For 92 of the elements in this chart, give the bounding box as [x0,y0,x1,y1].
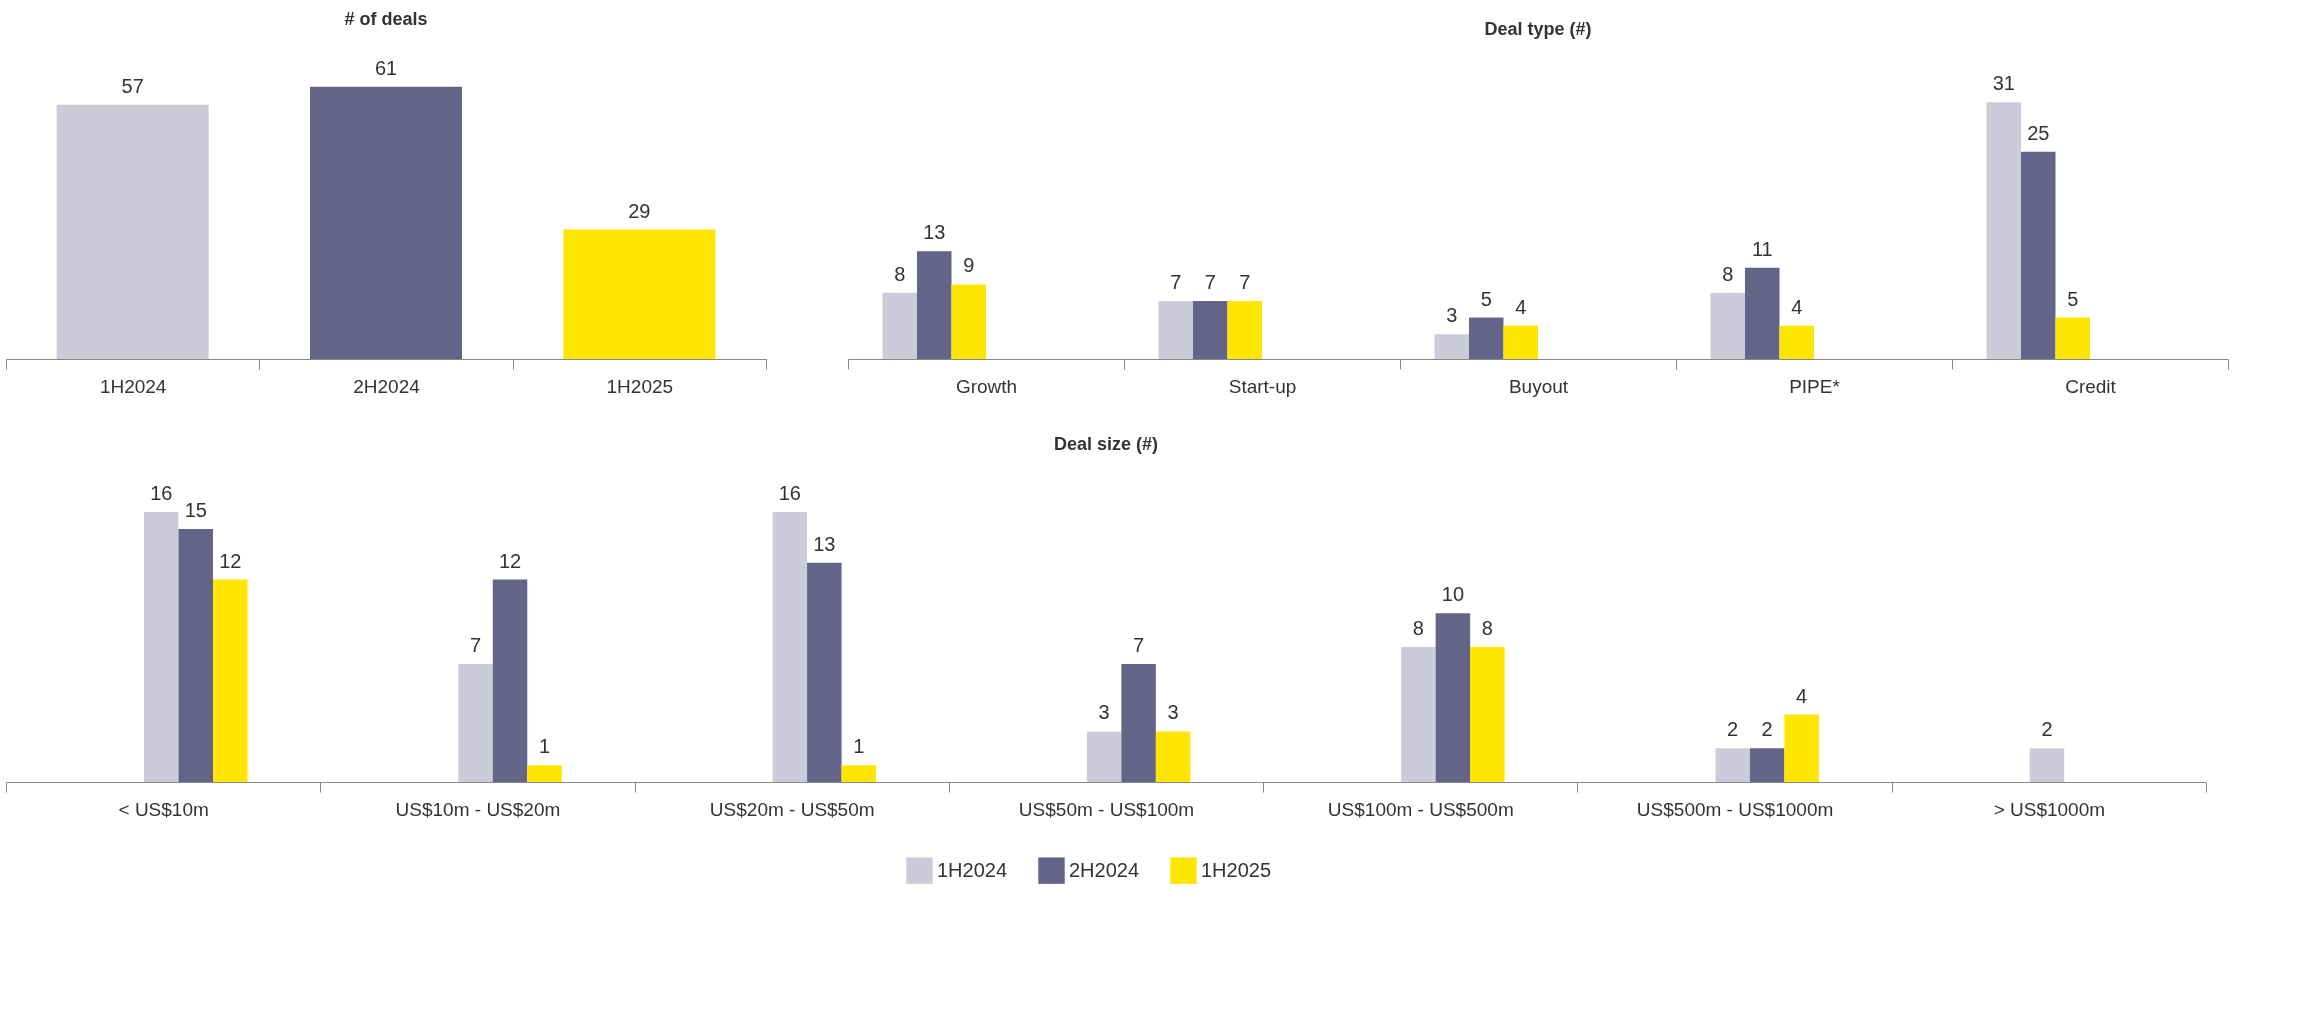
bar [178,528,213,782]
bar [951,284,986,359]
data-label: 7 [1204,271,1216,293]
data-label: 25 [2027,121,2050,144]
bar [1435,613,1471,782]
bar [1401,647,1436,782]
data-label: 4 [1791,295,1803,318]
data-label: 15 [184,498,207,521]
x-tick-label: 2H2024 [353,375,421,397]
data-label: 1 [538,735,551,758]
bar [2055,317,2090,359]
bar [1470,647,1505,782]
bar [807,562,842,782]
bar [1193,301,1228,359]
data-label: 13 [923,221,946,244]
data-label: 12 [498,549,522,572]
data-label: 8 [1412,617,1424,639]
bar [1158,301,1193,359]
bar [1749,748,1785,782]
legend-label: 1H2024 [937,858,1008,881]
bar [1779,325,1814,359]
x-tick-label: Buyout [1508,375,1569,397]
data-label: 16 [778,482,801,504]
data-label: 2 [1727,718,1739,741]
legend-label: 2H2024 [1069,858,1140,881]
data-label: 4 [1796,684,1808,707]
bar [772,512,808,782]
data-label: 1 [853,735,865,758]
x-tick-label: 1H2025 [606,375,674,397]
data-label: 5 [1480,287,1492,310]
chart-title: # of deals [344,8,428,29]
bar [2021,151,2056,359]
bar [144,512,179,782]
bar [1715,748,1750,782]
x-tick-label: > US$1000m [1993,798,2106,820]
x-tick-label: US$50m - US$100m [1018,798,1195,820]
bar [882,292,917,359]
bar [1086,731,1122,782]
bar [1745,267,1780,359]
x-tick-label: US$500m - US$1000m [1636,798,1834,820]
data-label: 12 [219,549,242,572]
bar [1710,292,1745,359]
bar [458,663,493,782]
x-tick-label: Credit [2065,375,2117,397]
bar [527,765,562,782]
data-label: 3 [1098,701,1110,724]
x-tick-label: US$100m - US$500m [1327,798,1514,820]
bar [1227,301,1262,359]
legend-label: 1H2025 [1201,858,1272,881]
bar [1469,317,1504,359]
data-label: 61 [374,56,398,79]
x-tick-label: US$20m - US$50m [709,798,875,820]
chart-title: Deal type (#) [1484,19,1592,39]
bar [1434,334,1469,359]
x-tick-label: 1H2024 [99,375,167,397]
x-tick-label: Growth [955,375,1018,397]
bar [213,579,248,782]
data-label: 13 [813,532,836,555]
data-label: 3 [1167,701,1179,724]
data-label: 7 [1170,271,1182,293]
data-label: 3 [1446,304,1458,327]
bar [1503,325,1538,359]
data-label: 4 [1515,295,1527,318]
data-label: 2 [2041,718,2053,741]
data-label: 31 [1992,72,2015,95]
bar [917,251,952,359]
chart-title: Deal size (#) [1053,434,1159,454]
x-tick-label: PIPE* [1789,375,1841,397]
bar [2029,748,2065,782]
x-tick-label: US$10m - US$20m [395,798,561,820]
data-label: 5 [2067,287,2079,310]
data-label: 29 [628,199,651,222]
bar [1986,102,2021,359]
data-label: 7 [1133,633,1145,656]
bar [492,579,528,782]
bar [1784,714,1819,782]
data-label: 10 [1441,583,1465,606]
data-label: 57 [121,74,144,97]
data-label: 8 [1481,617,1493,639]
x-tick-label: < US$10m [118,798,209,820]
data-label: 8 [1722,262,1734,285]
bar [841,765,877,782]
data-label: 9 [963,254,975,277]
bar [1121,663,1156,782]
data-label: 11 [1751,237,1773,260]
x-tick-label: Start-up [1228,375,1297,397]
data-label: 8 [894,262,906,285]
bar [1155,731,1191,782]
data-label: 2 [1761,718,1773,741]
data-label: 7 [1239,271,1251,293]
data-label: 16 [150,482,173,504]
data-label: 7 [469,633,482,656]
